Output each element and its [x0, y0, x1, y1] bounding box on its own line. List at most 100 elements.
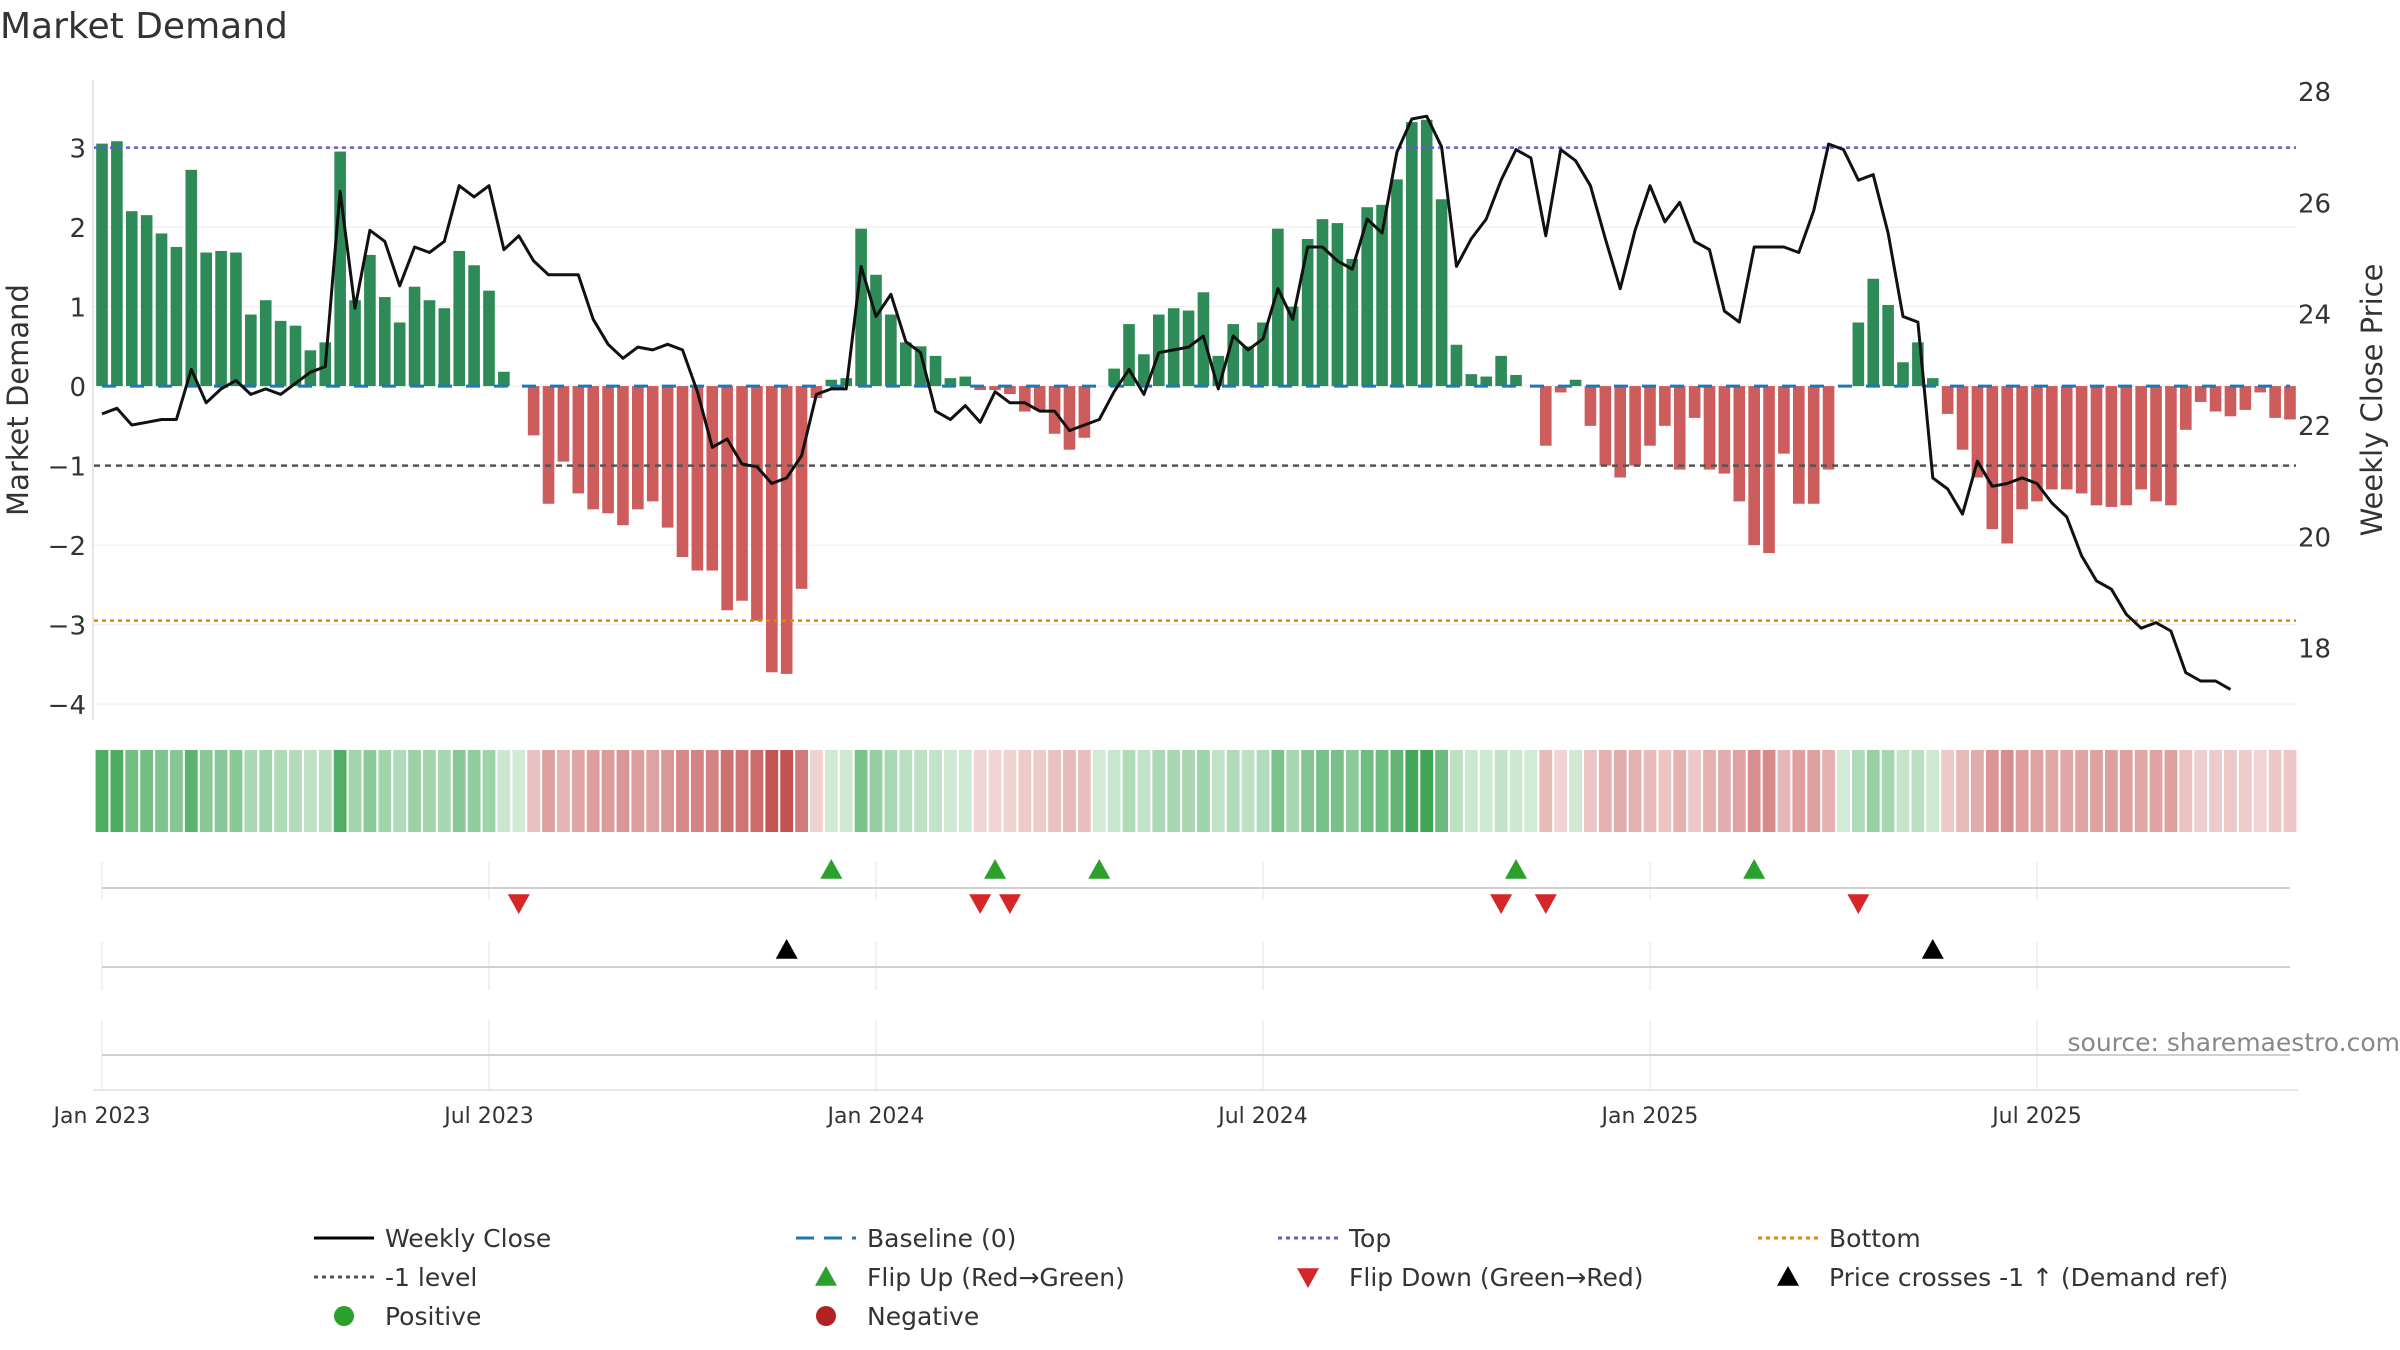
left-tick-label: −4: [48, 691, 86, 721]
right-tick-label: 20: [2298, 523, 2331, 553]
positive-bar: [111, 141, 123, 387]
heat-cell: [244, 750, 258, 832]
positive-bar: [498, 371, 510, 387]
legend-item: Top: [1278, 1224, 1391, 1253]
heat-cell: [274, 750, 288, 832]
heat-cell: [1777, 750, 1791, 832]
heat-cell: [1033, 750, 1047, 832]
negative-bar: [1733, 386, 1746, 502]
positive-bar: [1108, 368, 1120, 387]
heat-cell: [229, 750, 243, 832]
heat-cell: [423, 750, 436, 832]
positive-bar: [200, 252, 212, 387]
heat-cell: [437, 750, 451, 832]
heat-cell: [2253, 750, 2267, 832]
heat-cell: [646, 750, 660, 832]
heat-cell: [1896, 750, 1910, 832]
heat-cell: [1286, 750, 1300, 832]
positive-bar: [1926, 378, 1939, 387]
heat-cell: [1435, 750, 1448, 832]
positive-bar: [1852, 322, 1865, 387]
right-tick-label: 18: [2298, 635, 2331, 665]
heat-cell: [214, 750, 228, 832]
negative-bar: [2090, 386, 2103, 506]
x-tick-label: Jul 2024: [1216, 1104, 1308, 1129]
heat-cell: [854, 750, 868, 832]
negative-bar: [1033, 386, 1046, 410]
negative-bar: [2031, 386, 2043, 502]
negative-bar: [1763, 386, 1775, 554]
negative-bar: [2060, 386, 2073, 490]
heat-cell: [467, 750, 481, 832]
heat-cell: [2283, 750, 2297, 832]
heat-cell: [735, 750, 749, 832]
source-note: source: sharemaestro.com: [2068, 1028, 2400, 1057]
flip-up-marker: [984, 859, 1007, 879]
heat-cell: [1256, 750, 1270, 832]
heat-cell: [1003, 750, 1017, 832]
heat-cell: [1985, 750, 1999, 832]
negative-bar: [1584, 386, 1597, 426]
heat-cell: [1658, 750, 1672, 832]
negative-bar: [2001, 386, 2014, 544]
positive-bar: [245, 314, 257, 387]
legend-item: Flip Up (Red→Green): [815, 1263, 1125, 1292]
heat-cell: [289, 750, 302, 832]
legend-label: Bottom: [1829, 1224, 1921, 1253]
positive-bar: [899, 342, 912, 387]
positive-bar: [378, 297, 391, 387]
left-tick-label: 2: [69, 214, 86, 244]
heat-cell: [1375, 750, 1389, 832]
positive-bar: [1227, 324, 1240, 387]
negative-bar: [1778, 386, 1790, 454]
heat-cell: [1018, 750, 1032, 832]
x-tick-label: Jul 2023: [442, 1104, 534, 1129]
heat-cell: [1941, 750, 1955, 832]
heat-cell: [2224, 750, 2237, 832]
price-cross-marker: [775, 939, 798, 959]
heat-cell: [2134, 750, 2148, 832]
heat-cell: [944, 750, 957, 832]
negative-bar: [1986, 386, 1999, 530]
heat-cell: [1048, 750, 1061, 832]
legend-item: Baseline (0): [796, 1224, 1016, 1253]
heat-cell: [1569, 750, 1582, 832]
heat-cell: [1182, 750, 1195, 832]
negative-bar: [1004, 386, 1016, 395]
heat-cell: [1584, 750, 1597, 832]
heat-cell: [810, 750, 823, 832]
legend-swatch: [1297, 1268, 1319, 1288]
positive-bar: [1361, 207, 1373, 387]
x-axis-ticks: Jan 2023 Jul 2023 Jan 2024 Jul 2024 Jan 2025…: [52, 1104, 2082, 1129]
heat-cell: [2194, 750, 2208, 832]
left-tick-label: −2: [48, 532, 86, 562]
heat-cell: [1494, 750, 1508, 832]
heat-cell: [1971, 750, 1984, 832]
positive-bar: [1152, 314, 1165, 387]
legend-swatch: [815, 1266, 837, 1286]
positive-bar: [1331, 223, 1344, 387]
heat-cell: [1911, 750, 1925, 832]
x-tick-label: Jan 2025: [1600, 1104, 1699, 1129]
heat-cell: [1420, 750, 1434, 832]
negative-bar: [602, 386, 614, 514]
heat-cell: [378, 750, 392, 832]
negative-bar: [721, 386, 733, 611]
negative-bar: [795, 386, 808, 589]
heat-cell: [973, 750, 987, 832]
negative-bar: [2180, 386, 2192, 430]
negative-bar: [974, 386, 986, 391]
positive-bar: [1346, 258, 1359, 387]
heat-cell: [557, 750, 570, 832]
negative-bar: [1599, 386, 1612, 466]
heat-cell: [333, 750, 347, 832]
positive-bar: [1435, 199, 1448, 387]
heat-cell: [765, 750, 779, 832]
positive-bar: [1495, 355, 1507, 387]
positive-bar: [1272, 228, 1284, 387]
legend-item: Bottom: [1758, 1224, 1921, 1253]
negative-bar: [1956, 386, 1969, 450]
heat-cell: [1107, 750, 1121, 832]
heat-cell: [1717, 750, 1731, 832]
